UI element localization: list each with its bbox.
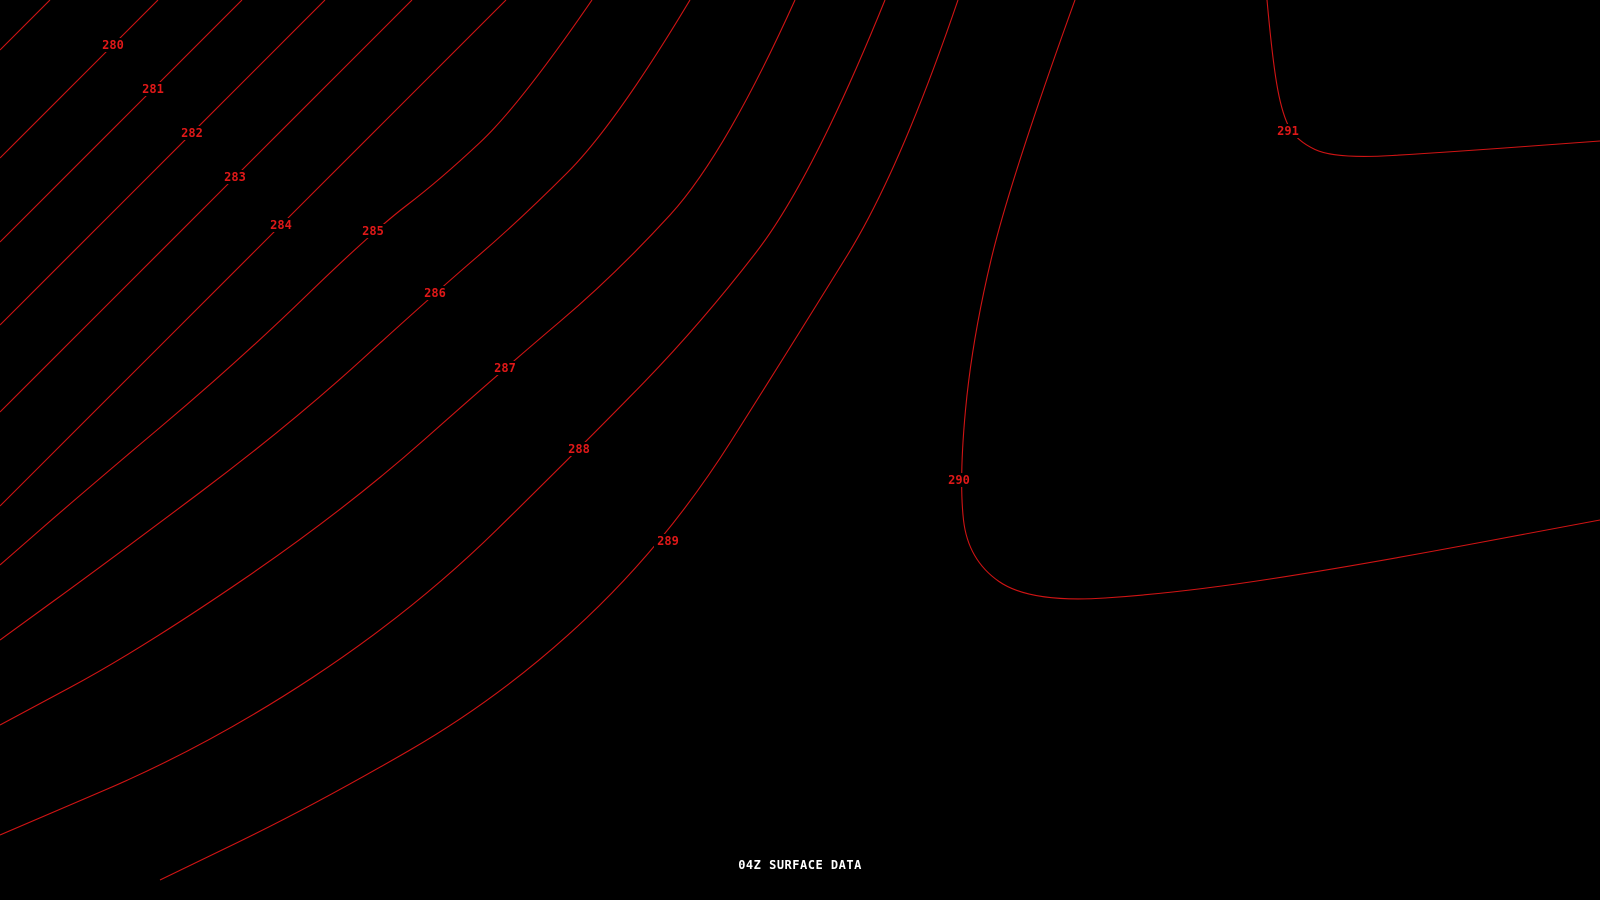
- contour-label-mask-289: [654, 534, 682, 548]
- contour-label-284: 284: [270, 218, 292, 232]
- contour-label-mask-280: [99, 38, 127, 52]
- contour-label-289: 289: [657, 534, 679, 548]
- contour-label-287: 287: [494, 361, 516, 375]
- contour-label-288: 288: [568, 442, 590, 456]
- contour-label-291: 291: [1277, 124, 1299, 138]
- contour-label-mask-281: [139, 82, 167, 96]
- contour-label-mask-286: [421, 286, 449, 300]
- contour-label-283: 283: [224, 170, 246, 184]
- contour-line-280: [0, 0, 159, 159]
- contour-line-279: [0, 0, 51, 51]
- contour-line-286: [0, 0, 691, 641]
- contour-label-mask-282: [178, 126, 206, 140]
- contour-line-282: [0, 0, 326, 326]
- contour-label-mask-285: [359, 224, 387, 238]
- contour-label-286: 286: [424, 286, 446, 300]
- contour-label-282: 282: [181, 126, 203, 140]
- contour-label-mask-291: [1274, 124, 1302, 138]
- contour-label-mask-288: [565, 442, 593, 456]
- contour-line-284: [0, 0, 507, 507]
- contour-line-288: [0, 0, 886, 836]
- map-title: 04Z SURFACE DATA: [738, 858, 862, 872]
- contour-line-291: [1266, 0, 1600, 157]
- contour-label-mask-287: [491, 361, 519, 375]
- contour-label-281: 281: [142, 82, 164, 96]
- contour-label-285: 285: [362, 224, 384, 238]
- contour-line-285: [0, 0, 593, 566]
- contour-label-280: 280: [102, 38, 124, 52]
- contour-label-mask-284: [267, 218, 295, 232]
- contour-line-287: [0, 0, 796, 726]
- contour-label-mask-283: [221, 170, 249, 184]
- contour-label-mask-290: [945, 473, 973, 487]
- contour-line-289: [159, 0, 959, 881]
- contour-line-283: [0, 0, 413, 413]
- contour-label-290: 290: [948, 473, 970, 487]
- contour-line-290: [961, 0, 1600, 600]
- contour-line-281: [0, 0, 243, 243]
